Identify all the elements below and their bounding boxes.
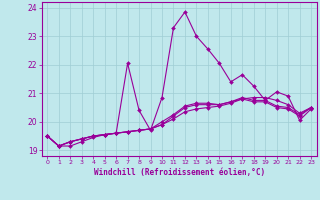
X-axis label: Windchill (Refroidissement éolien,°C): Windchill (Refroidissement éolien,°C) (94, 168, 265, 177)
